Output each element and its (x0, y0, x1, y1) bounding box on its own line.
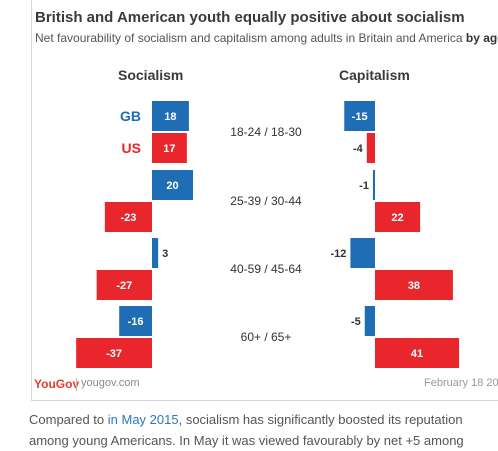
subtitle-text: Net favourability of socialism and capit… (35, 31, 466, 45)
subtitle-emphasis: by age (465, 31, 498, 45)
footer-source-link[interactable]: yougov.com (81, 377, 140, 389)
bar-socialism-us-0 (152, 133, 187, 163)
chart-card (31, 0, 498, 401)
data-label-socialism-gb-0: 18 (164, 111, 176, 123)
bar-capitalism-us-0 (366, 133, 375, 163)
data-label-socialism-us-2: -27 (116, 280, 132, 292)
bar-capitalism-gb-2 (350, 238, 375, 268)
footer-separator (76, 378, 77, 391)
bar-capitalism-us-1 (375, 202, 421, 232)
data-label-socialism-us-1: -23 (120, 212, 136, 224)
yougov-logo: YouGov (34, 377, 80, 391)
data-label-capitalism-us-0: -4 (353, 143, 364, 155)
bar-socialism-gb-3 (119, 306, 152, 336)
panel-title-socialism: Socialism (118, 67, 184, 83)
data-label-socialism-gb-2: 3 (162, 248, 168, 260)
data-label-socialism-gb-1: 20 (166, 180, 178, 192)
data-label-capitalism-gb-0: -15 (352, 111, 368, 123)
category-label-1: 25-39 / 30-44 (230, 194, 302, 208)
article-line-2: among young Americans. In May it was vie… (29, 433, 464, 448)
data-label-capitalism-gb-3: -5 (351, 316, 361, 328)
footer-date: February 18 201 (424, 377, 498, 389)
chart-subtitle: Net favourability of socialism and capit… (35, 31, 498, 45)
chart-title: British and American youth equally posit… (35, 9, 465, 26)
data-label-socialism-us-0: 17 (163, 143, 175, 155)
data-label-capitalism-us-2: 38 (408, 280, 420, 292)
article-paragraph: Compared to in May 2015, socialism has s… (29, 409, 495, 451)
article-text: , socialism has significantly boosted it… (178, 412, 463, 427)
legend-us: US (122, 140, 141, 156)
data-label-socialism-us-3: -37 (106, 348, 122, 360)
article-line-1: Compared to in May 2015, socialism has s… (29, 409, 495, 430)
data-label-socialism-gb-3: -16 (128, 316, 144, 328)
bar-socialism-us-3 (76, 338, 152, 368)
bar-capitalism-us-2 (375, 270, 453, 300)
data-label-capitalism-gb-2: -12 (330, 248, 346, 260)
category-label-0: 18-24 / 18-30 (230, 125, 302, 139)
bar-capitalism-us-3 (375, 338, 460, 368)
article-text: Compared to (29, 412, 108, 427)
category-label-3: 60+ / 65+ (241, 330, 292, 344)
article-link-may-2015[interactable]: in May 2015 (107, 412, 179, 427)
bar-socialism-gb-2 (152, 238, 159, 268)
panel-title-capitalism: Capitalism (339, 67, 410, 83)
data-label-capitalism-us-3: 41 (411, 348, 423, 360)
bar-socialism-gb-0 (152, 101, 189, 131)
bar-socialism-us-2 (96, 270, 152, 300)
data-label-capitalism-us-1: 22 (391, 212, 403, 224)
bar-capitalism-gb-0 (344, 101, 375, 131)
category-label-2: 40-59 / 45-64 (230, 262, 302, 276)
bar-capitalism-gb-3 (364, 306, 375, 336)
legend-gb: GB (120, 108, 141, 124)
bar-socialism-gb-1 (152, 170, 193, 200)
bar-socialism-us-1 (104, 202, 152, 232)
data-label-capitalism-gb-1: -1 (359, 180, 369, 192)
bar-capitalism-gb-1 (372, 170, 375, 200)
